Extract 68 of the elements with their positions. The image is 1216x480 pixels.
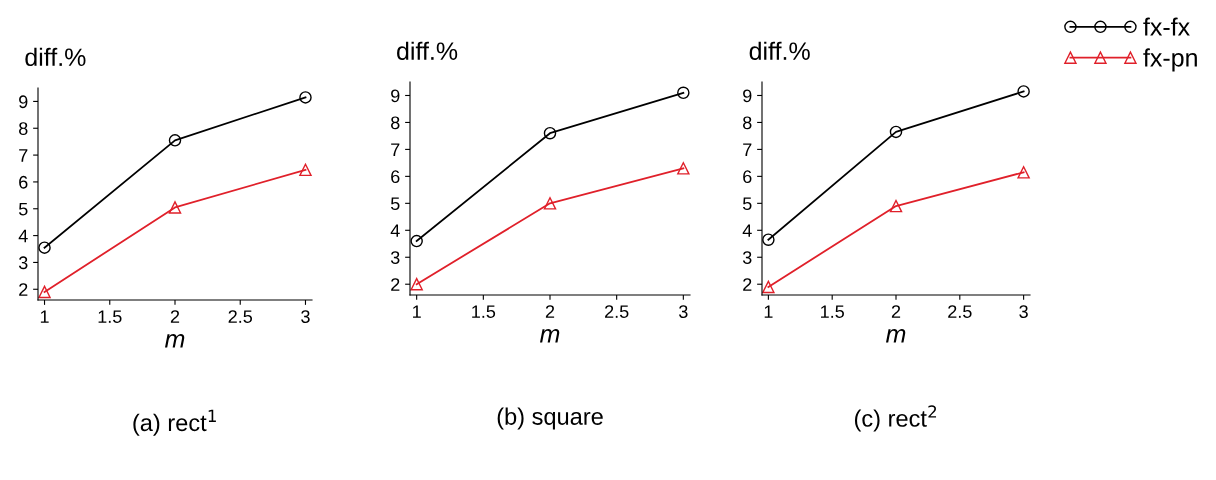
x-tick-label: 1.5 xyxy=(821,305,844,318)
point xyxy=(889,199,903,213)
x-tick-label: 2.5 xyxy=(605,305,629,318)
y-axis-title: diff.% xyxy=(397,41,458,61)
x-tick-label: 1.5 xyxy=(98,310,122,323)
y-tick-label: 8 xyxy=(391,116,400,130)
x-tick-label: 3 xyxy=(1019,305,1028,318)
y-tick-label: 5 xyxy=(18,202,28,216)
y-tick-label: 6 xyxy=(743,170,752,184)
y-tick-label: 3 xyxy=(390,251,400,264)
y-tick-label: 4 xyxy=(742,224,752,237)
point xyxy=(410,277,423,291)
point xyxy=(762,233,775,246)
point xyxy=(543,126,557,140)
x-tick-label: 3 xyxy=(301,310,310,323)
x-tick-label: 1 xyxy=(40,310,49,323)
y-tick-label: 4 xyxy=(18,229,28,243)
x-tick-label: 2 xyxy=(545,305,555,318)
x-axis-title: m xyxy=(540,329,560,343)
y-tick-label: 4 xyxy=(390,224,400,237)
y-tick-label: 7 xyxy=(19,149,28,162)
x-tick-label: 1 xyxy=(413,305,421,318)
point xyxy=(38,241,51,254)
y-tick-label: 2 xyxy=(391,278,400,291)
x-tick-label: 2.5 xyxy=(948,305,972,318)
y-tick-label: 5 xyxy=(390,197,400,211)
text: (a) rect$^{1}$ xyxy=(133,409,216,436)
point xyxy=(168,201,182,214)
y-tick-label: 9 xyxy=(743,89,752,103)
y-tick-label: 9 xyxy=(391,89,400,103)
x-tick-label: 2.5 xyxy=(228,310,253,323)
y-tick-label: 2 xyxy=(19,283,28,296)
text: (c) rect$^{2}$ xyxy=(854,405,937,432)
x-axis-title: m xyxy=(165,334,185,348)
point xyxy=(543,197,557,210)
x-tick-label: 1.5 xyxy=(472,305,496,318)
point xyxy=(677,86,690,100)
point xyxy=(889,125,903,139)
legend-label: fx-pn xyxy=(1143,48,1197,72)
y-tick-label: 2 xyxy=(743,278,752,291)
y-axis-title: diff.% xyxy=(25,47,86,67)
x-tick-label: 2 xyxy=(170,310,180,323)
y-tick-label: 7 xyxy=(391,143,400,156)
point xyxy=(1017,85,1030,98)
point xyxy=(38,285,51,299)
x-tick-label: 1 xyxy=(764,305,773,318)
text: (b) square xyxy=(497,407,603,430)
x-axis-title: m xyxy=(886,329,906,343)
point xyxy=(168,134,182,147)
y-tick-label: 8 xyxy=(19,122,28,135)
y-tick-label: 7 xyxy=(743,143,752,156)
x-tick-label: 3 xyxy=(679,305,688,318)
point xyxy=(299,91,312,104)
x-tick-label: 2 xyxy=(891,305,901,318)
y-tick-label: 3 xyxy=(18,256,28,270)
y-tick-label: 6 xyxy=(19,175,28,189)
point xyxy=(762,280,775,294)
y-tick-label: 5 xyxy=(742,197,752,211)
point xyxy=(1017,166,1030,179)
y-tick-label: 8 xyxy=(743,116,752,130)
y-tick-label: 3 xyxy=(742,251,752,264)
point xyxy=(299,163,312,177)
point xyxy=(410,234,423,248)
y-axis-title: diff.% xyxy=(749,41,810,61)
y-tick-label: 6 xyxy=(391,170,400,184)
y-tick-label: 9 xyxy=(19,95,28,109)
point xyxy=(677,162,690,175)
legend-label: fx-fx xyxy=(1143,17,1190,36)
